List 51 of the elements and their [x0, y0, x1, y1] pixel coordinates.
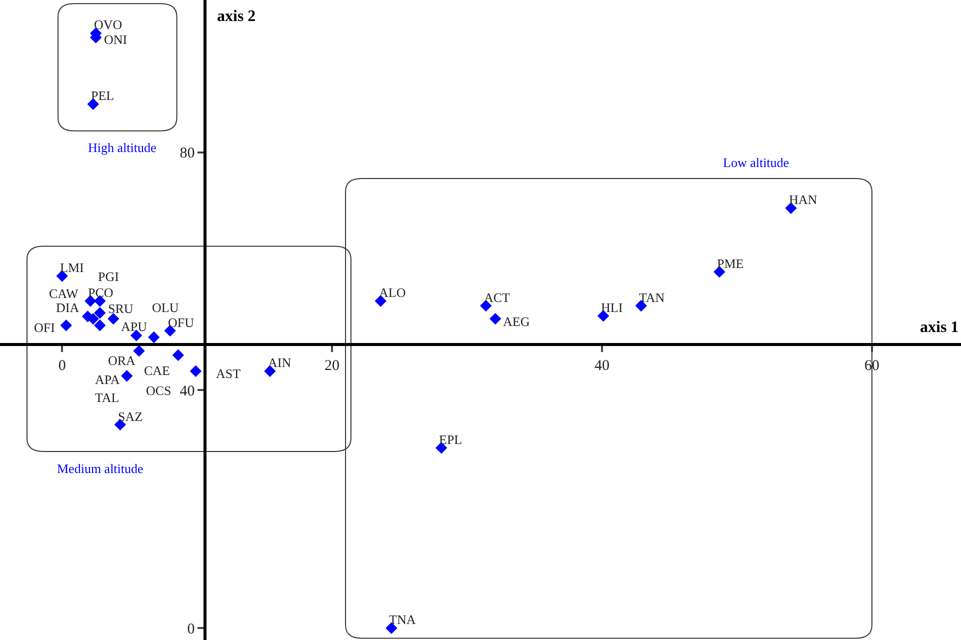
point [172, 349, 184, 361]
y-tick-label: 0 [187, 621, 195, 638]
x-tick-label: 0 [58, 358, 66, 374]
x-tick-label: 40 [594, 358, 610, 374]
annotation: APA [95, 372, 120, 387]
annotation: OLU [152, 300, 180, 315]
annotation: ACT [484, 290, 510, 305]
point [148, 331, 160, 344]
annotation: PME [717, 256, 744, 271]
annotation: AEG [503, 314, 530, 329]
text: Low altitude [723, 155, 790, 170]
point [94, 307, 106, 319]
y-axis-title: axis 2 [217, 8, 256, 25]
point [121, 370, 133, 382]
annotation: CAW [49, 286, 80, 301]
annotation: PCO [88, 285, 114, 300]
annotation: TAN [639, 290, 666, 305]
text: Medium altitude [57, 461, 144, 476]
point [133, 345, 145, 357]
annotation: PGI [98, 269, 119, 284]
text: High altitude [88, 140, 156, 155]
annotation: HLI [601, 300, 623, 315]
annotation: ONI [104, 32, 128, 47]
annotation: HAN [789, 192, 818, 207]
annotation: OFU [168, 315, 195, 330]
annotation: LMI [60, 260, 84, 275]
annotation: CAE [144, 363, 170, 378]
annotation: DIA [56, 300, 80, 315]
annotation: AST [216, 366, 241, 381]
annotation: TNA [389, 612, 416, 627]
point [190, 365, 202, 377]
annotation: OFI [34, 320, 55, 335]
annotation: ORA [108, 353, 136, 368]
annotation: OCS [146, 383, 172, 398]
annotation: EPL [439, 432, 462, 447]
point [94, 320, 106, 332]
x-axis-title: axis 1 [920, 319, 959, 336]
point [108, 312, 120, 325]
point [490, 312, 502, 325]
annotation: PEL [91, 88, 114, 103]
annotation: ALO [379, 285, 406, 300]
point [60, 320, 72, 332]
y-tick-label: 80 [180, 146, 195, 162]
annotation: TAL [95, 390, 120, 405]
x-tick-label: 20 [324, 358, 340, 374]
annotation: OVO [94, 17, 122, 32]
y-tick-label: 40 [180, 383, 195, 400]
annotation: SRU [108, 301, 134, 316]
annotation: AIN [268, 355, 292, 370]
annotation: SAZ [118, 409, 143, 424]
annotation: APU [121, 319, 148, 334]
